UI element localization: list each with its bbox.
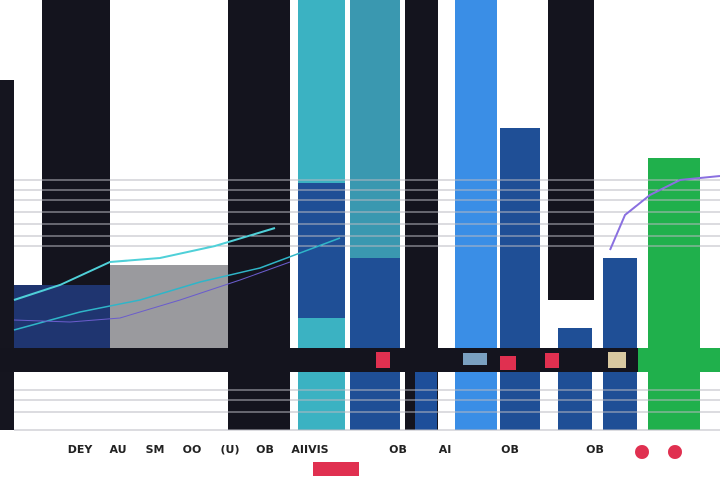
red-dot (668, 445, 682, 459)
trace-line (13, 261, 291, 323)
label: (U) (221, 443, 240, 456)
label: AI (439, 443, 452, 456)
green-band (638, 348, 720, 372)
label: SM (146, 443, 165, 456)
tan-icon (608, 352, 626, 368)
grid (14, 179, 720, 431)
label: AIIVIS (291, 443, 328, 456)
trace-line (13, 237, 341, 331)
label: OB (256, 443, 274, 456)
red-icon (500, 356, 516, 370)
red-dot (635, 445, 649, 459)
green-bar (648, 158, 700, 430)
label: OB (501, 443, 519, 456)
trace-line (609, 175, 720, 251)
navy-bar (603, 258, 637, 430)
navy-bar (558, 328, 592, 430)
label: DEY (68, 443, 94, 456)
left-bar (0, 80, 14, 430)
red-icon (376, 352, 390, 368)
gray-area (110, 265, 228, 350)
label: OB (389, 443, 407, 456)
label: OB (586, 443, 604, 456)
navy-bar (415, 372, 437, 430)
black-band (0, 348, 720, 372)
trace-line (13, 227, 276, 301)
label: AU (109, 443, 126, 456)
red-chip (313, 462, 359, 476)
navy-bar (350, 258, 400, 430)
blue-icon (463, 353, 487, 365)
red-icon (545, 353, 559, 368)
navy-bar (500, 128, 540, 430)
dark-column (548, 0, 594, 300)
label: OO (183, 443, 202, 456)
